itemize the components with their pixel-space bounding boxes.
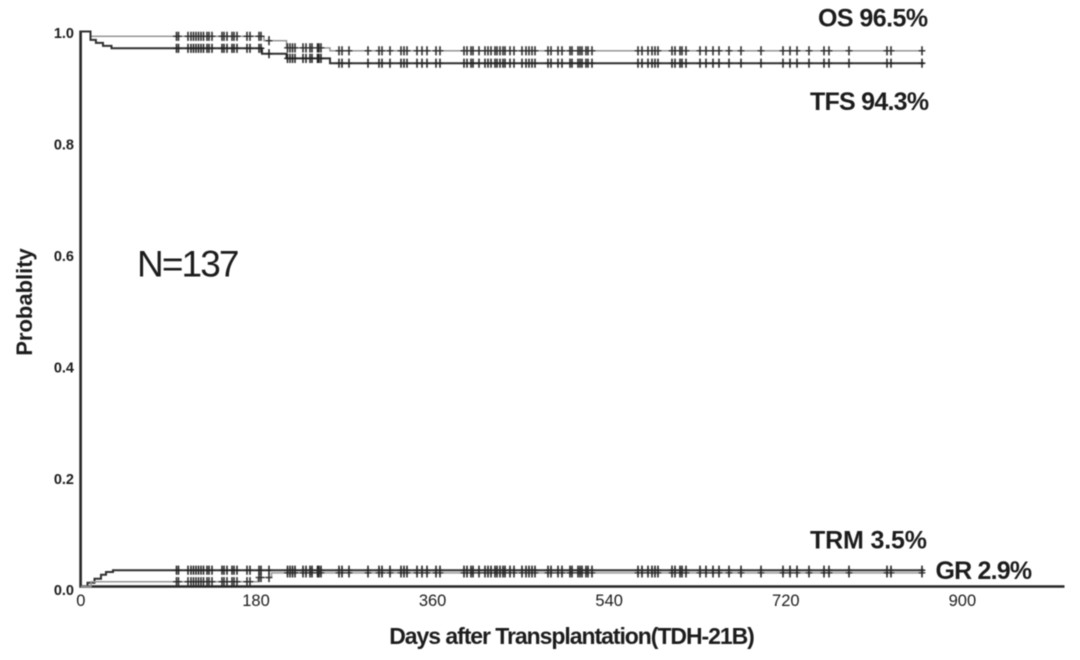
svg-text:0.2: 0.2 <box>54 472 74 488</box>
svg-text:N=137: N=137 <box>137 244 238 285</box>
svg-text:0.4: 0.4 <box>54 360 74 376</box>
svg-text:1.0: 1.0 <box>54 26 74 42</box>
svg-text:540: 540 <box>595 592 623 610</box>
svg-text:0: 0 <box>76 592 85 610</box>
svg-text:0.0: 0.0 <box>54 583 74 599</box>
svg-text:180: 180 <box>242 592 270 610</box>
svg-text:360: 360 <box>419 592 447 610</box>
svg-text:Probablity: Probablity <box>12 247 37 355</box>
svg-text:900: 900 <box>949 592 977 610</box>
svg-text:720: 720 <box>772 592 800 610</box>
svg-text:TFS 94.3%: TFS 94.3% <box>810 88 929 116</box>
svg-text:0.8: 0.8 <box>54 138 74 154</box>
svg-text:GR 2.9%: GR 2.9% <box>936 557 1032 585</box>
svg-text:0.6: 0.6 <box>54 249 74 265</box>
svg-text:TRM 3.5%: TRM 3.5% <box>810 527 927 555</box>
svg-text:Days after Transplantation(TDH: Days after Transplantation(TDH-21B) <box>389 623 754 649</box>
svg-text:OS 96.5%: OS 96.5% <box>818 5 928 33</box>
